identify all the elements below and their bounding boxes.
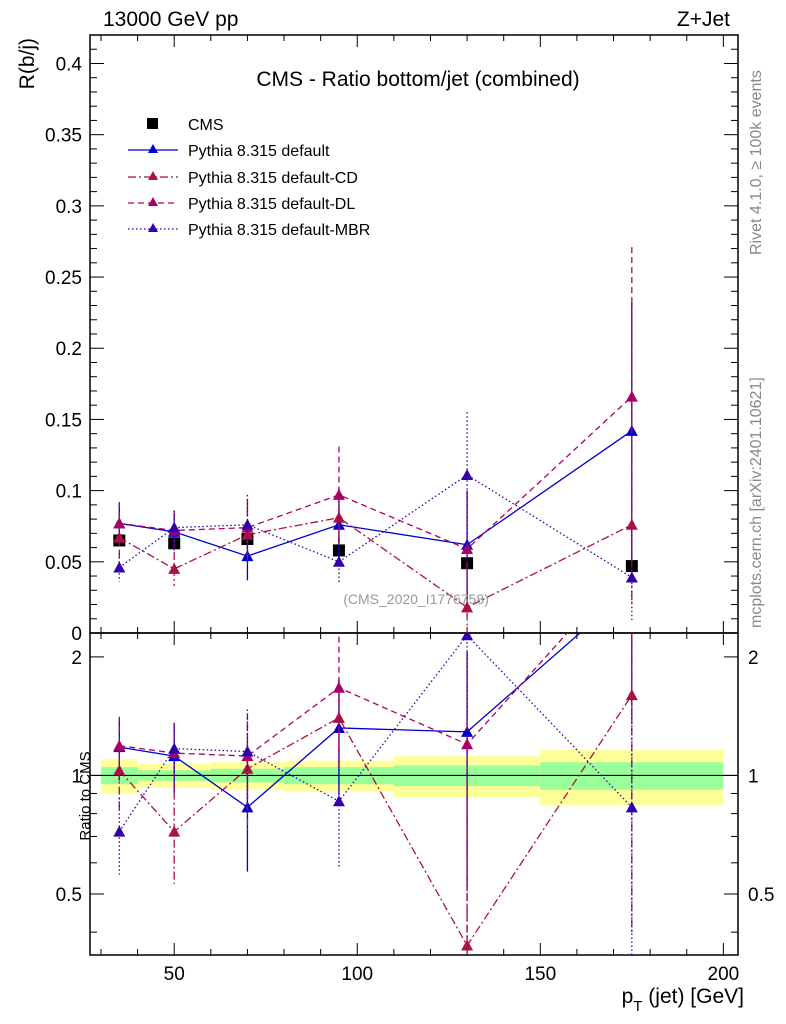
ratio-mbr-point [461, 633, 474, 641]
x-tick-label: 200 [708, 964, 740, 985]
ratio-cd-line [118, 694, 633, 947]
xlabel: pT (jet) [GeV] [622, 985, 744, 1015]
main-dl-point [461, 542, 474, 554]
ratio-mbr-line [118, 634, 633, 832]
y-tick-label: 0 [71, 624, 82, 645]
legend-dl-marker [148, 197, 158, 206]
ratio-ylabel: Ratio to CMS [77, 751, 94, 840]
ratio-dl-line [119, 633, 569, 757]
legend-dl-label: Pythia 8.315 default-DL [188, 196, 355, 213]
xlabel-subscript: T [633, 998, 642, 1015]
y-tick-label: 0.4 [56, 54, 83, 75]
energy-label: 13000 GeV pp [103, 8, 238, 31]
data-series [113, 247, 638, 955]
ratio-cd-point [461, 939, 474, 951]
ratio-y-tick-label: 2 [71, 648, 82, 669]
legend-mbr-marker [148, 223, 158, 232]
legend-mbr-label: Pythia 8.315 default-MBR [188, 222, 370, 239]
main-dl-line [119, 396, 633, 550]
x-tick-label: 100 [341, 964, 373, 985]
legend-cd-label: Pythia 8.315 default-CD [188, 170, 358, 187]
ratio-uncertainty-band [90, 750, 738, 806]
ratio-default-line [119, 633, 581, 809]
main-cd-line [118, 516, 633, 609]
ratio-y-tick-label-right: 2 [748, 648, 759, 669]
y-tick-label: 0.1 [56, 482, 82, 503]
ratio-mbr-point [113, 825, 126, 837]
ratio-dl-point [113, 739, 126, 751]
main-cd-point [625, 518, 638, 530]
analysis-label: (CMS_2020_I1776758) [343, 591, 489, 607]
ratio-dl-point [461, 738, 474, 750]
main-ylabel: R(b/j) [16, 38, 39, 89]
ratio-mbr-point [241, 745, 254, 757]
ratio-y-tick-label: 0.5 [56, 885, 82, 906]
main-mbr-line [118, 474, 633, 579]
legend-cd-marker [148, 171, 158, 180]
y-tick-label: 0.2 [56, 339, 82, 360]
main-mbr-point [168, 521, 181, 533]
main-dl-point [113, 517, 126, 529]
main-mbr-point [113, 561, 126, 573]
main-mbr-point [625, 571, 638, 583]
axis-ticks: 50 100 150 200 0 0.05 0.1 0.15 0.2 0.25 0.3 0.35 0.4… [45, 34, 774, 985]
y-tick-label: 0.05 [45, 553, 82, 574]
ratio-y-tick-label-right: 0.5 [748, 885, 774, 906]
ratio-cd-point [168, 825, 181, 837]
main-cd-point [461, 601, 474, 613]
x-tick-label: 150 [524, 964, 556, 985]
xlabel-rest: (jet) [GeV] [642, 985, 744, 1008]
main-cd-point [168, 562, 181, 574]
y-tick-label: 0.35 [45, 126, 82, 147]
main-mbr-point [241, 518, 254, 530]
main-dl-point [332, 488, 345, 500]
ratio-panel-frame [89, 632, 739, 956]
main-default-line [119, 430, 633, 557]
y-tick-label: 0.3 [56, 197, 82, 218]
legend: CMS Pythia 8.315 default Pythia 8.315 de… [128, 117, 370, 239]
process-label: Z+Jet [677, 8, 730, 31]
legend-default-label: Pythia 8.315 default [188, 143, 330, 160]
ratio-dl-point [332, 681, 345, 693]
main-mbr-point [461, 468, 474, 480]
rivet-side-label: Rivet 4.1.0, ≥ 100k events [748, 70, 765, 255]
mcplots-side-label: mcplots.cern.ch [arXiv:2401.10621] [748, 377, 765, 628]
y-tick-label: 0.15 [45, 410, 82, 431]
x-tick-label: 50 [164, 964, 185, 985]
legend-cms-marker [147, 118, 158, 129]
plot-title: CMS - Ratio bottom/jet (combined) [256, 68, 579, 91]
ratio-cd-point [625, 689, 638, 701]
ratio-y-tick-label-right: 1 [748, 766, 759, 787]
ratio-default-point [461, 725, 474, 737]
ratio-mbr-point [332, 795, 345, 807]
main-mbr-point [332, 555, 345, 567]
main-series-group [113, 247, 638, 633]
legend-default-marker [148, 144, 158, 153]
legend-cms-label: CMS [188, 117, 224, 134]
y-tick-label: 0.25 [45, 268, 82, 289]
ratio-mbr-point [168, 742, 181, 754]
ratio-mbr-point [625, 801, 638, 813]
main-dl-point [625, 390, 638, 402]
ratio-series-group [113, 633, 638, 955]
ratio-y-tick-label: 1 [71, 766, 82, 787]
